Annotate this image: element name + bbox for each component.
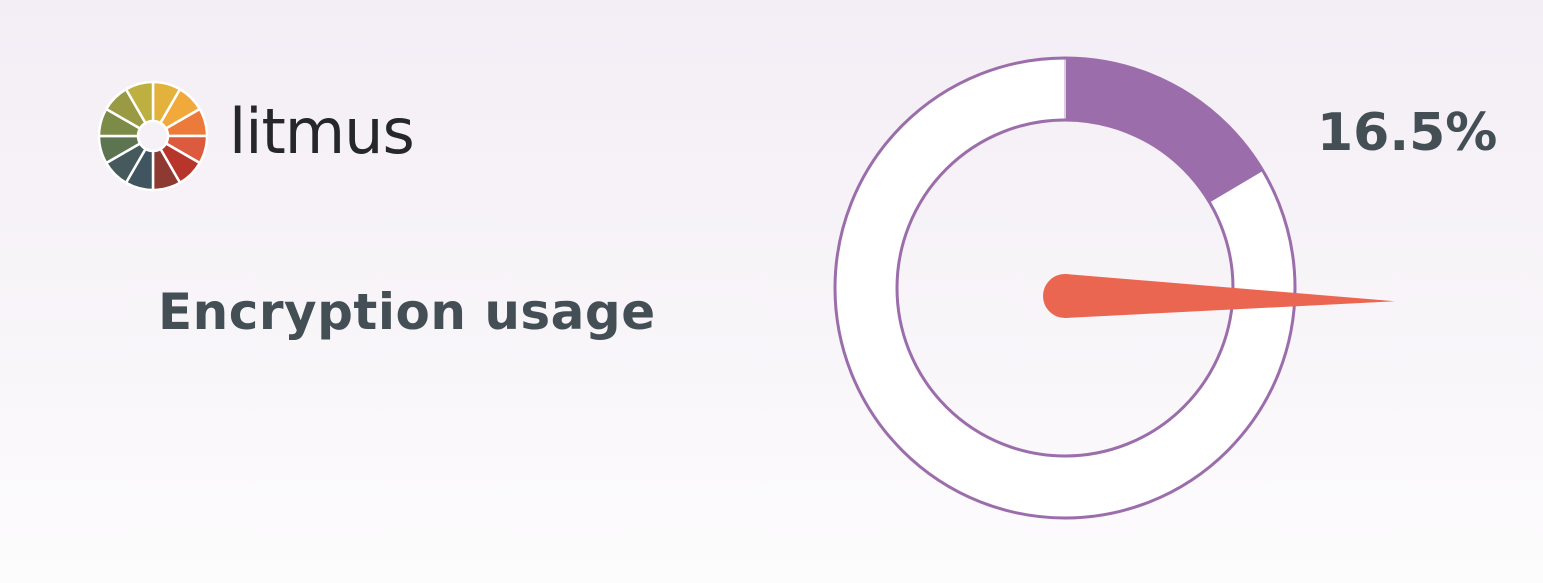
gauge-needle-blade xyxy=(1064,274,1395,318)
gauge-value-arc xyxy=(1065,58,1263,203)
litmus-wheel-icon xyxy=(97,80,209,191)
gauge-svg: 16.5% xyxy=(833,56,1497,520)
gauge-needle xyxy=(1043,274,1395,318)
brand-logo: litmus xyxy=(97,78,415,193)
gauge-value-label: 16.5% xyxy=(1317,103,1497,163)
logo-wheel-segment xyxy=(124,80,155,124)
encryption-gauge-chart: 16.5% xyxy=(815,40,1515,540)
gauge-needle-hub xyxy=(1043,274,1087,318)
page-title: Encryption usage xyxy=(158,283,656,341)
brand-name: litmus xyxy=(229,94,415,168)
gauge-outer-outline xyxy=(833,56,1297,520)
